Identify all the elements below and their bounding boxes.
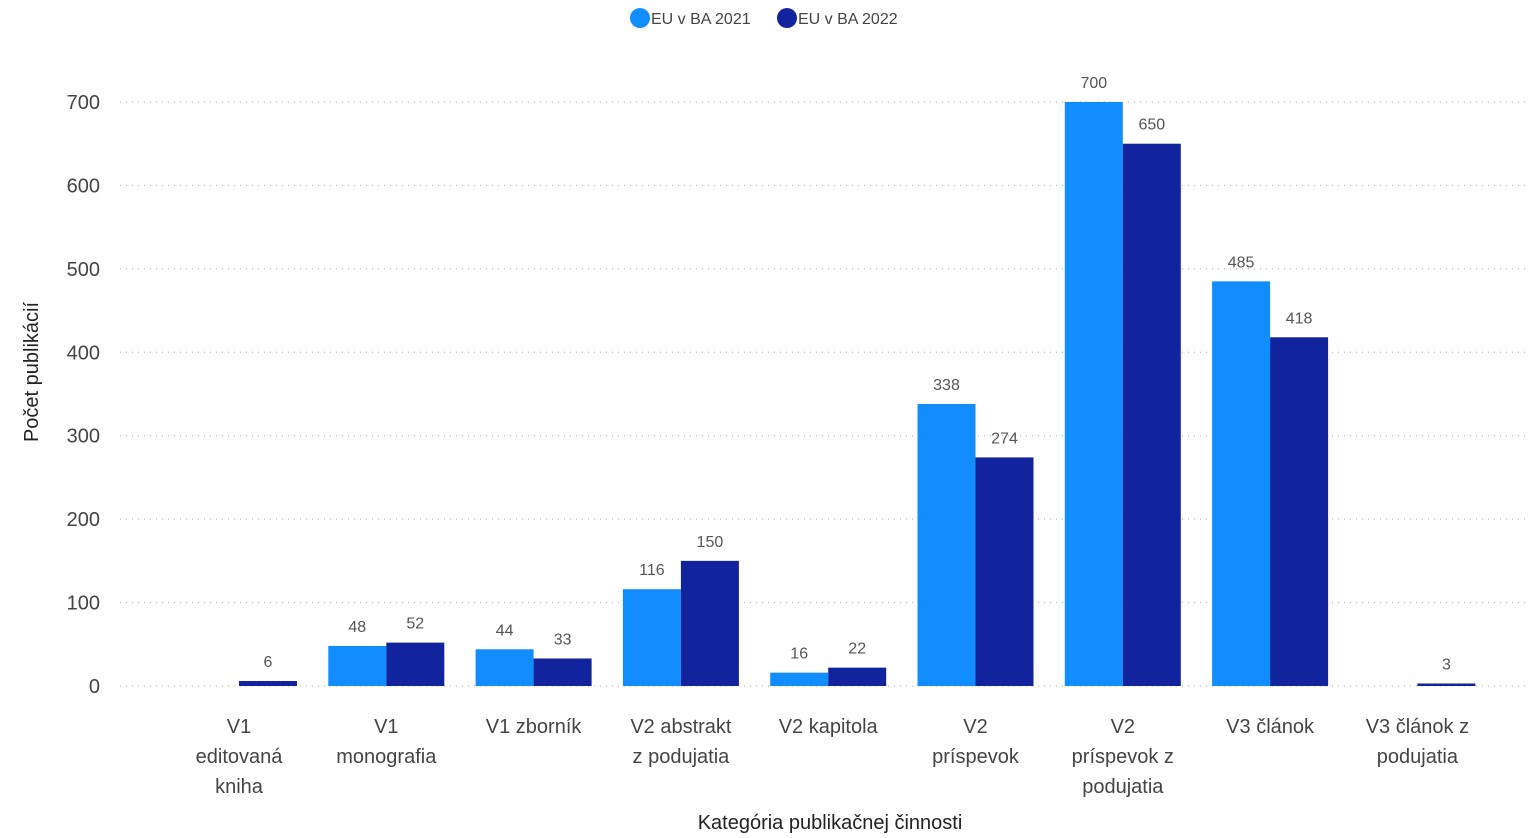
data-label: 44	[496, 622, 514, 639]
data-label: 48	[348, 619, 366, 636]
x-tick-label-line: V3 článok	[1226, 716, 1315, 738]
legend-item[interactable]: EU v BA 2022	[777, 8, 898, 28]
data-label: 650	[1138, 117, 1165, 134]
bar[interactable]	[1122, 143, 1181, 686]
data-label: 3	[1442, 656, 1451, 673]
legend-swatch	[630, 8, 650, 28]
bar[interactable]	[1417, 683, 1476, 686]
data-label: 22	[848, 641, 866, 658]
y-tick-label: 700	[67, 92, 100, 114]
grid: 0 100 200 300 400 500 600 700	[67, 92, 1528, 698]
bar[interactable]	[1270, 337, 1329, 686]
x-tick-label-line: V1 zborník	[486, 716, 583, 738]
x-tick-label: V1 editovaná kniha	[196, 716, 284, 798]
x-tick-label-line: V1	[374, 716, 398, 738]
x-tick-label-line: V3 článok z	[1366, 716, 1469, 738]
bar[interactable]	[533, 658, 592, 686]
bar[interactable]	[328, 645, 387, 686]
x-tick-label-line: V1	[227, 716, 251, 738]
x-tick-label: V2 príspevok z podujatia	[1072, 716, 1174, 798]
x-tick-label-line: z podujatia	[633, 746, 731, 768]
bar[interactable]	[622, 589, 681, 686]
bar[interactable]	[386, 642, 445, 686]
x-tick-label-line: V2	[963, 716, 987, 738]
bar[interactable]	[828, 667, 887, 686]
y-axis-title: Počet publikácií	[21, 302, 43, 443]
data-label: 274	[991, 430, 1018, 447]
data-label: 52	[406, 616, 424, 633]
x-axis-title: Kategória publikačnej činnosti	[698, 812, 963, 834]
data-label: 16	[790, 646, 808, 663]
legend: EU v BA 2021 EU v BA 2022	[630, 8, 898, 28]
bar[interactable]	[1212, 281, 1271, 686]
category-labels: V1 editovaná kniha V1 monografia V1 zborník V2…	[196, 716, 1469, 798]
bar[interactable]	[917, 404, 976, 686]
y-tick-label: 600	[67, 175, 100, 197]
bars	[239, 102, 1476, 686]
x-tick-label-line: kniha	[215, 776, 264, 798]
x-tick-label-line: podujatia	[1377, 746, 1459, 768]
y-tick-label: 500	[67, 259, 100, 281]
x-tick-label-line: V2 abstrakt	[630, 716, 732, 738]
x-tick-label: V2 abstrakt z podujatia	[630, 716, 732, 768]
y-tick-label: 300	[67, 426, 100, 448]
x-tick-label-line: príspevok	[932, 746, 1020, 768]
x-tick-label: V1 zborník	[486, 716, 583, 738]
x-tick-label-line: príspevok z	[1072, 746, 1174, 768]
legend-item[interactable]: EU v BA 2021	[630, 8, 751, 28]
data-label: 418	[1286, 310, 1313, 327]
y-tick-label: 0	[89, 676, 100, 698]
legend-label: EU v BA 2021	[651, 11, 751, 28]
y-tick-label: 100	[67, 593, 100, 615]
legend-swatch	[777, 8, 797, 28]
bar[interactable]	[680, 560, 739, 686]
y-tick-label: 200	[67, 509, 100, 531]
legend-label: EU v BA 2022	[798, 11, 898, 28]
data-label: 700	[1080, 75, 1107, 92]
x-tick-label: V3 článok z podujatia	[1366, 716, 1469, 768]
y-tick-label: 400	[67, 342, 100, 364]
x-tick-label-line: editovaná	[196, 746, 284, 768]
bar[interactable]	[975, 457, 1034, 686]
x-tick-label: V1 monografia	[336, 716, 437, 768]
x-tick-label: V3 článok	[1226, 716, 1315, 738]
x-tick-label-line: V2 kapitola	[779, 716, 879, 738]
bar[interactable]	[475, 649, 534, 686]
data-label: 485	[1228, 254, 1255, 271]
data-label: 116	[639, 562, 665, 579]
bar[interactable]	[770, 672, 829, 686]
x-tick-label: V2 kapitola	[779, 716, 879, 738]
data-labels: 6 48 52 44 33 116 150 16 22 338 274 700 650 485 418 3	[264, 75, 1451, 673]
x-tick-label-line: monografia	[336, 746, 437, 768]
data-label: 33	[554, 631, 572, 648]
x-tick-label-line: V2	[1111, 716, 1135, 738]
x-tick-label-line: podujatia	[1082, 776, 1164, 798]
data-label: 6	[264, 654, 273, 671]
bar[interactable]	[239, 680, 297, 686]
data-label: 150	[697, 534, 724, 551]
data-label: 338	[933, 377, 960, 394]
x-tick-label: V2 príspevok	[932, 716, 1020, 768]
bar[interactable]	[1064, 102, 1123, 686]
